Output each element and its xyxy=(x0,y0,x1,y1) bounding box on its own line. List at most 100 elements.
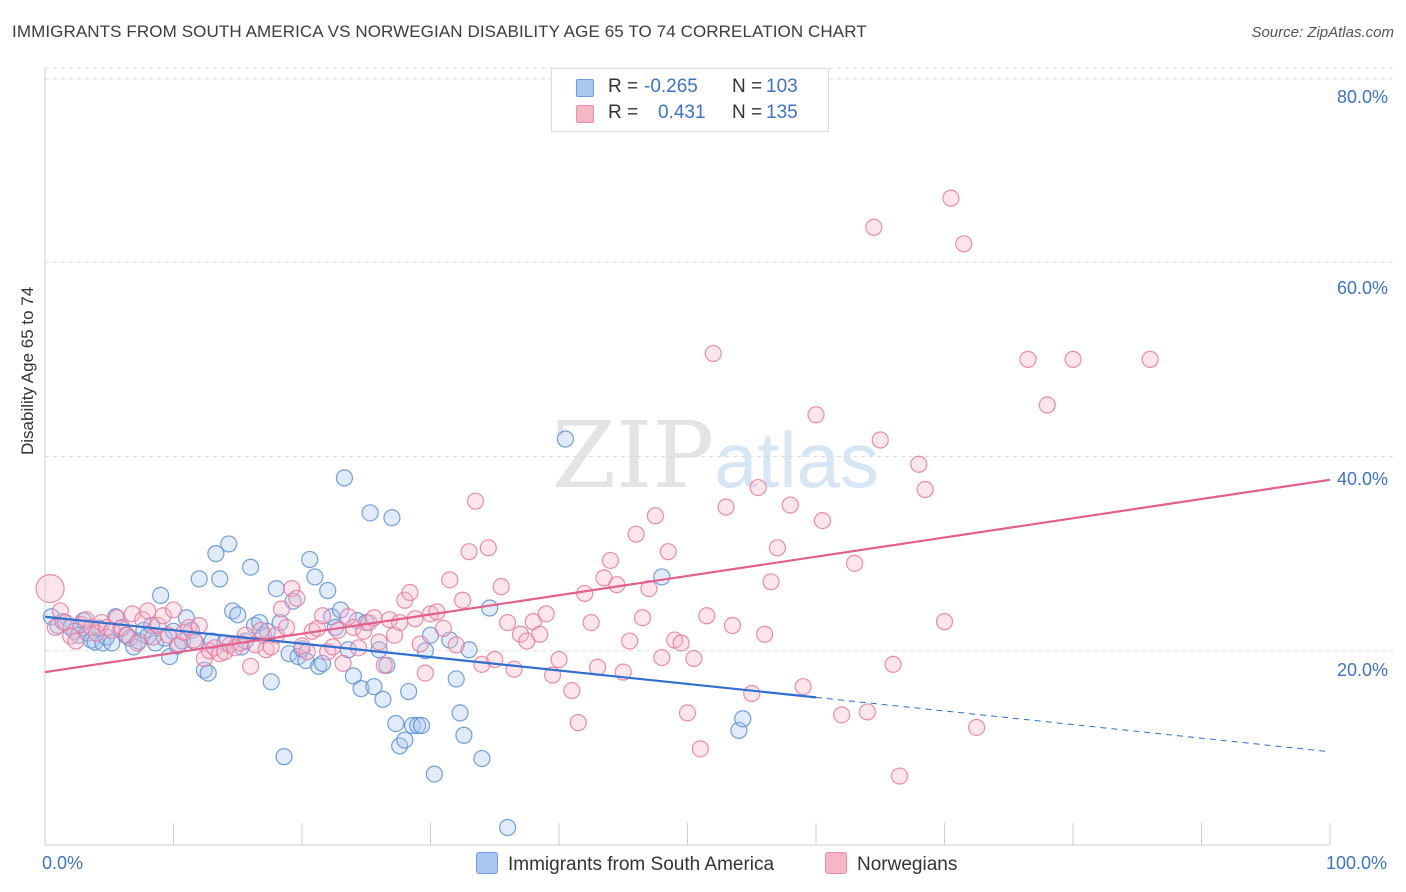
norwegian-point xyxy=(139,602,157,620)
legend-label: Immigrants from South America xyxy=(508,854,775,875)
norwegian-point xyxy=(313,607,332,625)
south-america-trendline xyxy=(44,615,817,699)
norwegian-point xyxy=(691,740,709,758)
watermark-zip: ZIP xyxy=(552,402,715,509)
norwegian-trendline xyxy=(44,478,1331,674)
norwegian-point xyxy=(749,478,767,497)
norwegian-point xyxy=(277,618,296,637)
norwegian-point xyxy=(646,507,664,525)
y-tick-label: 60.0% xyxy=(1337,278,1389,298)
norwegian-point xyxy=(441,571,459,589)
bottom-legend-south-america: Immigrants from South America xyxy=(476,852,774,876)
watermark: ZIPatlas xyxy=(552,402,879,509)
south-america-point xyxy=(306,568,324,586)
south-america-point xyxy=(301,550,319,569)
south-america-point xyxy=(396,731,414,749)
south-america-point xyxy=(289,647,307,666)
norwegian-point xyxy=(537,605,555,623)
south-america-point xyxy=(103,634,121,652)
norwegian-point xyxy=(807,406,825,424)
norwegian-point xyxy=(627,525,645,543)
y-tick-label: 80.0% xyxy=(1337,87,1389,107)
legend-n-label: N = xyxy=(732,76,763,97)
norwegian-point xyxy=(743,684,761,703)
norwegian-point xyxy=(1019,350,1037,368)
norwegian-point xyxy=(653,648,671,667)
norwegian-point xyxy=(190,616,208,635)
norwegian-point xyxy=(35,573,65,604)
south-america-point xyxy=(387,714,405,733)
norwegian-point xyxy=(910,455,928,473)
norwegian-point xyxy=(698,607,716,625)
norwegian-point xyxy=(601,551,620,570)
norwegian-point xyxy=(103,621,121,639)
south-america-point xyxy=(190,570,208,588)
norwegian-point xyxy=(349,639,368,657)
south-america-point xyxy=(425,765,443,783)
south-america-point xyxy=(352,680,370,698)
norwegian-point xyxy=(391,613,409,632)
x-tick-label-max: 100.0% xyxy=(1326,853,1388,873)
norwegian-point xyxy=(576,584,594,603)
norwegian-point xyxy=(685,649,703,668)
norwegian-point xyxy=(968,718,986,737)
norwegian-point xyxy=(582,613,600,632)
norwegian-point xyxy=(434,619,452,638)
south-america-point xyxy=(447,670,465,688)
south-america-point xyxy=(152,586,170,604)
norwegian-point xyxy=(334,654,352,672)
norwegian-point xyxy=(704,344,722,363)
south-america-point xyxy=(556,430,575,448)
norwegian-point xyxy=(242,657,260,675)
norwegian-point xyxy=(406,610,424,628)
legend-swatch-blue xyxy=(576,79,594,97)
chart-title: IMMIGRANTS FROM SOUTH AMERICA VS NORWEGI… xyxy=(12,22,867,41)
norwegian-point xyxy=(283,579,301,598)
norwegian-point xyxy=(416,664,434,682)
south-america-point xyxy=(653,568,671,586)
norwegian-point xyxy=(531,625,549,643)
south-america-point xyxy=(229,606,247,624)
y-tick-label: 40.0% xyxy=(1337,469,1389,489)
norwegian-point xyxy=(466,492,485,510)
norwegian-point xyxy=(563,681,581,700)
norwegian-point xyxy=(845,554,864,572)
south-america-point xyxy=(409,716,427,735)
norwegian-point xyxy=(833,706,851,724)
south-america-point xyxy=(473,749,491,768)
south-america-point xyxy=(262,673,280,691)
south-america-point xyxy=(199,664,217,682)
norwegian-point xyxy=(768,539,787,557)
norwegian-point xyxy=(678,704,697,722)
norwegian-point xyxy=(762,573,780,591)
norwegian-point xyxy=(717,498,735,516)
norwegian-point xyxy=(447,636,465,654)
south-america-point xyxy=(335,469,354,487)
south-america-point xyxy=(412,716,431,735)
norwegian-point xyxy=(411,635,429,653)
norwegian-point xyxy=(813,512,832,530)
norwegian-point xyxy=(1141,350,1159,368)
south-america-point xyxy=(267,579,285,598)
norwegian-point xyxy=(329,621,347,639)
norwegian-point xyxy=(858,703,877,721)
norwegian-point xyxy=(185,631,203,649)
norwegian-point xyxy=(672,634,690,652)
legend-swatch-blue xyxy=(476,852,498,874)
norwegian-point xyxy=(257,641,275,659)
south-america-point xyxy=(242,558,260,576)
south-america-point xyxy=(211,570,229,588)
y-axis-label: Disability Age 65 to 74 xyxy=(18,286,37,455)
norwegian-point xyxy=(288,589,306,607)
bottom-legend-norwegians: Norwegians xyxy=(825,852,957,876)
south-america-point xyxy=(177,609,195,627)
south-america-point xyxy=(220,535,238,553)
norwegian-point xyxy=(492,578,510,596)
south-america-point xyxy=(400,682,418,701)
norwegian-point xyxy=(298,643,316,661)
south-america-point xyxy=(365,678,383,696)
norwegian-point xyxy=(942,189,960,207)
norwegian-point xyxy=(884,655,902,673)
norwegian-point xyxy=(865,218,883,236)
